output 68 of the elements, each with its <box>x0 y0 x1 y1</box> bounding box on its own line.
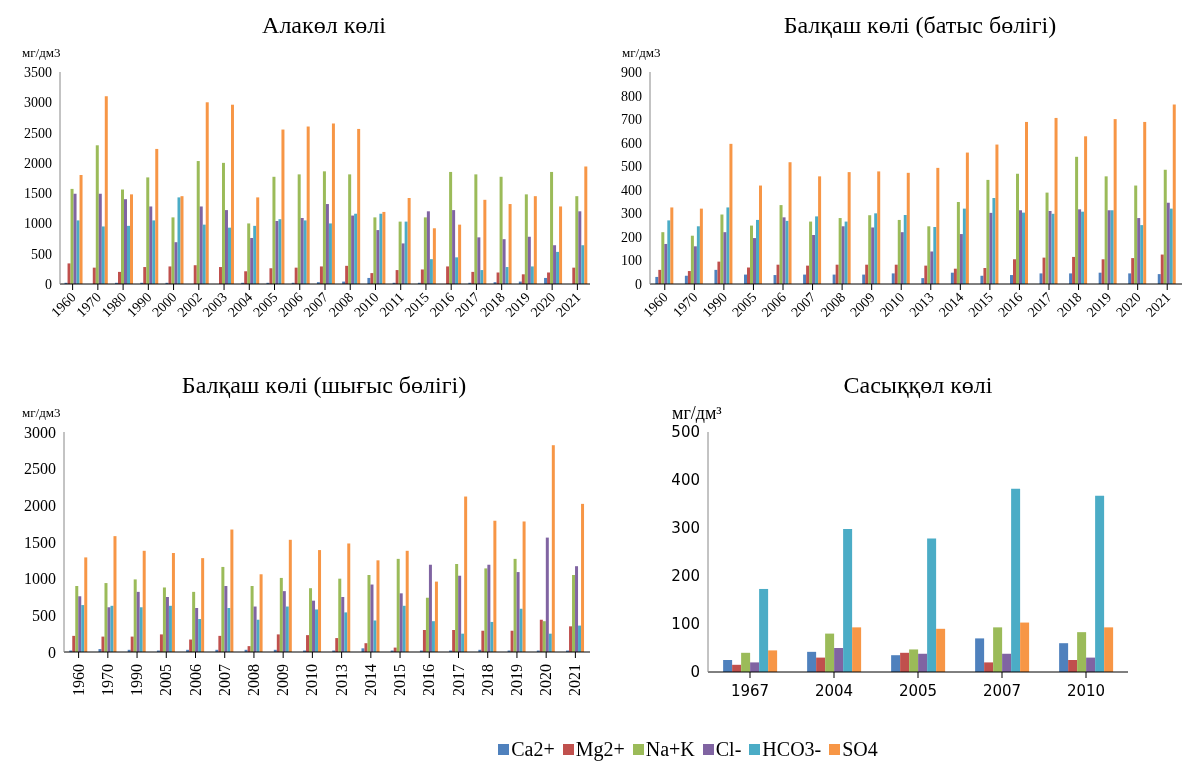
x-tick-label: 2017 <box>449 664 467 696</box>
legend-label: HCO3- <box>762 738 822 761</box>
legend-label: Cl- <box>715 738 742 761</box>
legend-label: Mg2+ <box>575 738 625 761</box>
x-tick-label: 2020 <box>537 664 555 696</box>
x-tick-label: 2015 <box>391 664 409 696</box>
y-axis-title: мг/дм3 <box>21 404 62 422</box>
x-tick-label: 2006 <box>186 664 204 696</box>
x-tick-label: 1967 <box>730 682 770 700</box>
x-tick-label: 2021 <box>566 664 584 696</box>
y-tick-label: 500 <box>671 423 700 442</box>
y-tick-label: 0 <box>690 663 700 682</box>
legend-label: Ca2+ <box>511 738 555 761</box>
y-tick-label: 500 <box>32 607 56 625</box>
x-tick-label: 2016 <box>420 664 438 696</box>
y-axis-title: мг/дм³ <box>671 402 723 424</box>
y-tick-label: 600 <box>621 135 642 151</box>
y-tick-label: 100 <box>671 615 700 634</box>
x-tick-label: 2010 <box>1066 682 1106 700</box>
y-tick-label: 3500 <box>24 64 52 80</box>
x-tick-label: 2007 <box>215 664 233 696</box>
y-tick-label: 3000 <box>24 423 56 441</box>
x-tick-label: 1970 <box>98 664 116 696</box>
y-tick-label: 2000 <box>24 155 52 171</box>
y-tick-label: 2500 <box>24 460 56 478</box>
y-tick-label: 0 <box>48 643 56 661</box>
x-tick-label: 2005 <box>898 682 938 700</box>
x-tick-label: 2014 <box>361 664 379 696</box>
y-tick-label: 500 <box>621 159 642 175</box>
x-tick-label: 2007 <box>982 682 1022 700</box>
y-tick-label: 200 <box>621 229 642 245</box>
chart-title: Алакөл көлі <box>261 11 387 40</box>
y-tick-label: 200 <box>671 567 700 586</box>
legend-label: SO4 <box>842 738 878 761</box>
x-tick-label: 1960 <box>69 664 87 696</box>
y-tick-label: 900 <box>621 64 642 80</box>
y-tick-label: 500 <box>31 246 52 262</box>
y-tick-label: 1500 <box>24 533 56 551</box>
y-tick-label: 0 <box>635 276 642 292</box>
y-tick-label: 3000 <box>24 95 52 111</box>
y-tick-label: 700 <box>621 112 642 128</box>
y-tick-label: 1500 <box>24 186 52 202</box>
x-tick-label: 1990 <box>128 664 146 696</box>
chart-title: Балқаш көлі (батыс бөлігі) <box>782 11 1058 40</box>
y-tick-label: 800 <box>621 88 642 104</box>
y-tick-label: 100 <box>621 253 642 269</box>
x-tick-label: 2018 <box>478 664 496 696</box>
y-axis-title: мг/дм3 <box>621 44 662 62</box>
y-tick-label: 300 <box>621 206 642 222</box>
y-tick-label: 400 <box>671 471 700 490</box>
y-tick-label: 1000 <box>24 216 52 232</box>
y-tick-label: 1000 <box>24 570 56 588</box>
y-tick-label: 2500 <box>24 125 52 141</box>
y-tick-label: 2000 <box>24 497 56 515</box>
chart-title: Сасыққөл көлі <box>842 371 994 400</box>
x-tick-label: 2008 <box>244 664 262 696</box>
y-axis-title: мг/дм3 <box>21 44 62 62</box>
x-tick-label: 2009 <box>274 664 292 696</box>
y-tick-label: 300 <box>671 519 700 538</box>
chart-title: Балқаш көлі (шығыс бөлігі) <box>180 371 468 400</box>
y-tick-label: 0 <box>45 276 52 292</box>
x-tick-label: 2010 <box>303 664 321 696</box>
x-tick-label: 2005 <box>157 664 175 696</box>
x-tick-label: 2019 <box>507 664 525 696</box>
legend-label: Na+K <box>645 738 695 761</box>
x-tick-label: 2004 <box>814 682 854 700</box>
x-tick-label: 2013 <box>332 664 350 696</box>
y-tick-label: 400 <box>621 182 642 198</box>
